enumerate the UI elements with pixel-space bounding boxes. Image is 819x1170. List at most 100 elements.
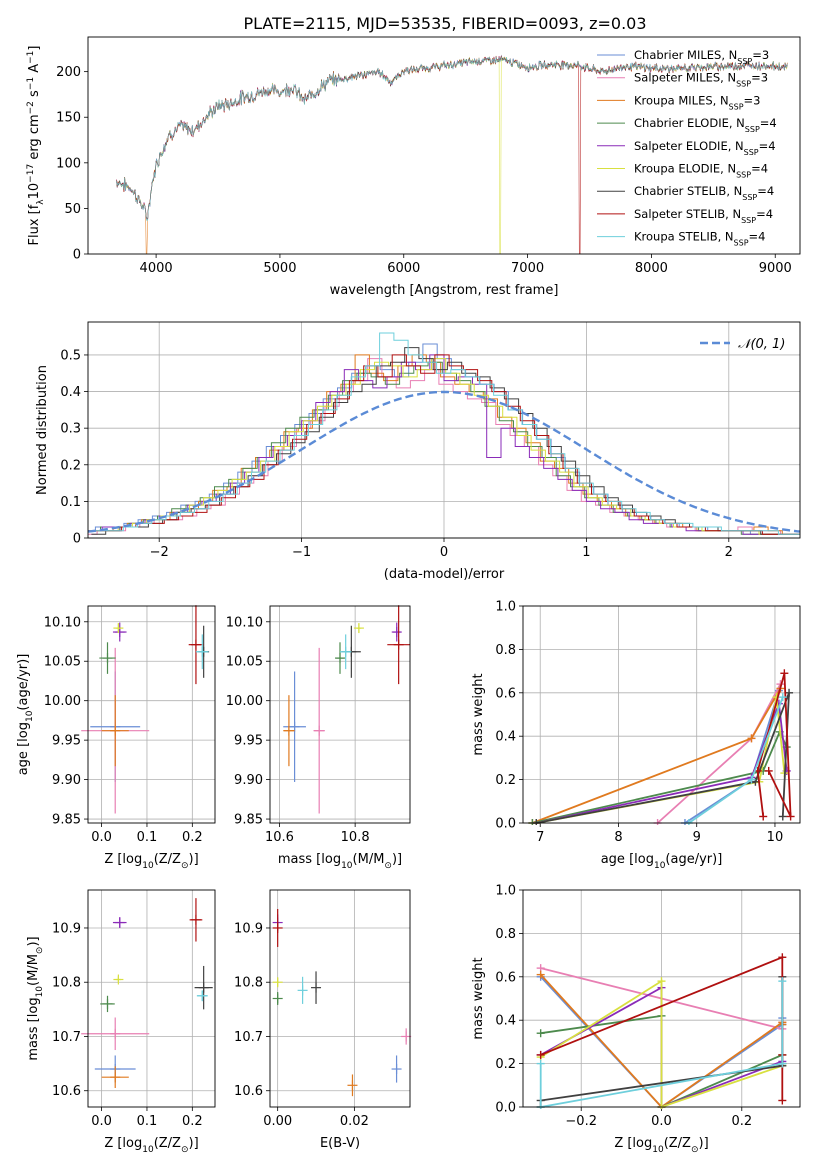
y-tick-label: 0.3 [60, 422, 81, 437]
legend-name: Chabrier ELODIE, N [634, 116, 745, 130]
x-tick-label: 0.1 [137, 1114, 158, 1129]
legend-label-chabrier-elodie: Chabrier ELODIE, NSSP=4 [634, 116, 777, 134]
x-tick-label: 6000 [387, 261, 420, 276]
y-tick-label: 100 [56, 156, 81, 171]
legend-name: Kroupa ELODIE, N [634, 162, 736, 176]
label-part: 10 [142, 1145, 154, 1155]
figure-title: PLATE=2115, MJD=53535, FIBERID=0093, z=0… [243, 14, 646, 33]
legend-value: =4 [757, 184, 774, 198]
y-tick-label: 10.00 [226, 694, 263, 709]
weight-vs-age-lines [528, 669, 795, 825]
axes-frame [522, 889, 801, 1108]
weight-line-chabrier-stelib [536, 692, 790, 824]
weight-line-salpeter-elodie [536, 703, 788, 824]
axes-frame [522, 605, 801, 824]
label-part: ⊙ [35, 947, 45, 955]
legend-value: =4 [749, 230, 766, 244]
legend-sub: SSP [729, 102, 744, 111]
weight-line-kroupa-stelib [539, 981, 784, 1109]
y-tick-label: 0.0 [495, 1101, 516, 1116]
axes-frame [87, 321, 801, 539]
legend-name: Chabrier STELIB, N [634, 184, 742, 198]
x-tick-label: 4000 [140, 261, 173, 276]
mass-vs-Z-ylabel: mass [log10(M/M⊙)] [26, 936, 45, 1060]
plots: 4000 5000 6000 7000 8000 9000050100150200wave… [16, 36, 801, 1155]
label-part: 10 [35, 986, 45, 998]
label-part: −1 [26, 51, 36, 64]
legend-value: =3 [751, 71, 768, 85]
label-part: −2 [26, 101, 36, 114]
y-tick-label: 10.8 [52, 976, 81, 991]
mass-vs-Z-xlabel: Z [log10(Z/Z⊙)] [104, 1136, 198, 1155]
weight-line-kroupa-elodie [536, 696, 786, 824]
spectrum-lines [116, 54, 788, 254]
y-tick-label: 0.8 [495, 927, 516, 942]
legend-label-kroupa-miles: Kroupa MILES, NSSP=3 [634, 93, 760, 111]
x-tick-label: 10 [767, 830, 784, 845]
x-tick-label: 0.2 [731, 1114, 752, 1129]
x-tick-label: 7000 [511, 261, 544, 276]
label-part: )] [189, 1136, 199, 1151]
spectrum-xlabel: wavelength [Angstrom, rest frame] [330, 283, 559, 298]
errorbar-point-kroupa-miles [347, 1074, 358, 1097]
label-part: λ [36, 199, 46, 205]
legend-value: =4 [759, 139, 776, 153]
x-tick-label: 0.2 [182, 830, 203, 845]
label-part: mass [log [26, 997, 41, 1060]
label-part: ⊙ [384, 861, 392, 871]
errorbar-point-salpeter-stelib [272, 908, 283, 947]
hist-step-kroupa-miles [88, 354, 797, 535]
label-part: mass [log [278, 852, 341, 867]
errorbar-point-kroupa-stelib [196, 990, 208, 1002]
y-tick-label: 0.5 [60, 348, 81, 363]
age-vs-Z-axes: 0.0 0.1 0.2 9.85 9.90 9.95 10.00 10.05 10.10 Z [l… [16, 605, 216, 871]
axes-frame [87, 889, 216, 1108]
legend-value: =4 [760, 116, 777, 130]
errorbar-point-salpeter-miles [313, 647, 325, 814]
y-tick-label: 10.8 [234, 976, 263, 991]
residuals-steps [88, 332, 800, 535]
label-part: Z [log [614, 1136, 652, 1151]
y-tick-label: 1.0 [495, 884, 516, 899]
label-part: ] [27, 46, 42, 51]
label-part: (M/M [26, 954, 41, 986]
legend-sub: SSP [741, 215, 756, 224]
y-tick-label: 10.9 [234, 921, 263, 936]
label-part: 10 [654, 861, 666, 871]
y-tick-label: 200 [56, 65, 81, 80]
y-tick-label: 10.10 [44, 615, 81, 630]
errorbar-point-salpeter-stelib [188, 605, 204, 685]
spectrum-line-kroupa-elodie [116, 56, 788, 254]
label-part: Z [log [104, 1136, 142, 1151]
weight-vs-Z-ylabel: mass weight [471, 957, 486, 1039]
y-tick-label: 0.6 [495, 970, 516, 985]
x-tick-label: 8 [614, 830, 622, 845]
x-tick-label: −1 [292, 545, 311, 560]
age-vs-Z-ylabel: age [log10(age/yr)] [16, 654, 35, 776]
errorbar-point-salpeter-stelib [387, 605, 410, 685]
weight-vs-Z-xlabel: Z [log10(Z/Z⊙)] [614, 1136, 708, 1155]
label-part: −17 [26, 164, 36, 183]
y-tick-label: 50 [64, 202, 81, 217]
errorbar-point-salpeter-elodie [391, 622, 402, 642]
y-tick-label: 0.2 [60, 458, 81, 473]
legend-sub: SSP [736, 170, 751, 179]
y-tick-label: 9.85 [52, 813, 81, 828]
weight-line-kroupa-elodie [540, 979, 783, 1109]
legend-sub: SSP [734, 238, 749, 247]
weight-vs-Z-axes: −0.2 0.0 0.2 0.0 0.2 0.4 0.6 0.8 1.0 Z [log10(Z/Z… [471, 884, 801, 1155]
errorbar-point-chabrier-miles [391, 1055, 402, 1083]
age-vs-Z-xlabel: Z [log10(Z/Z⊙)] [104, 852, 198, 871]
label-part: (Z/Z [664, 1136, 691, 1151]
x-tick-label: 0.2 [182, 1114, 203, 1129]
residuals-axes: −2 −1 0 1 2 0 0.1 0.2 0.3 0.4 0.5 (data-model)/erro… [35, 321, 801, 582]
errorbar-point-kroupa-elodie [353, 623, 364, 634]
y-tick-label: 0.4 [60, 385, 81, 400]
y-tick-label: 0.1 [60, 495, 81, 510]
label-part: (age/yr)] [16, 654, 31, 711]
legend-sub: SSP [736, 79, 751, 88]
label-part: 10 [142, 861, 154, 871]
label-part: (Z/Z [154, 1136, 181, 1151]
y-tick-label: 10.05 [44, 655, 81, 670]
